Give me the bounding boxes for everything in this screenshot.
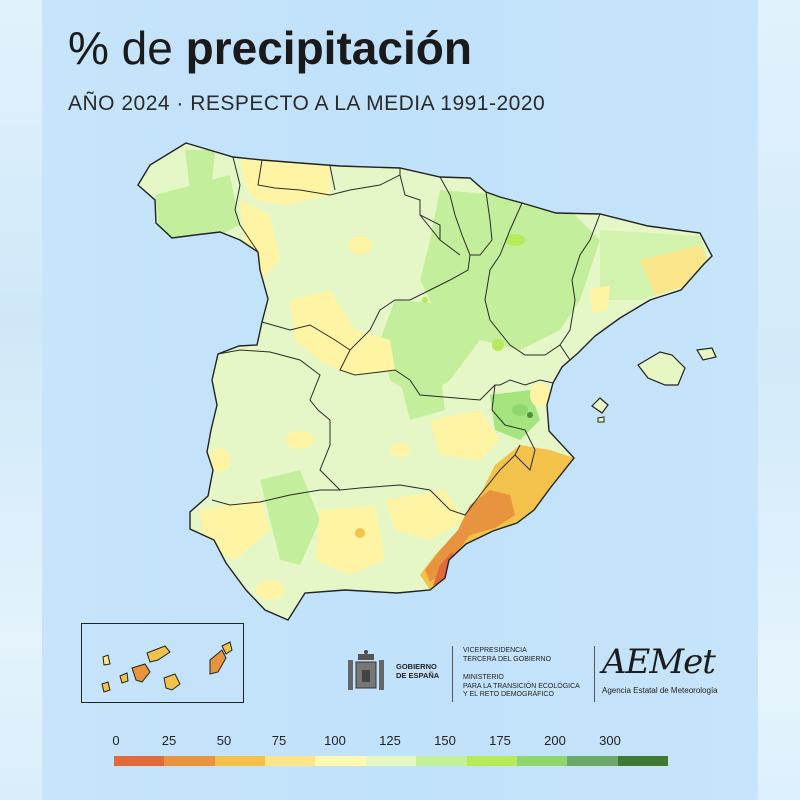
legend-color-segment (365, 756, 417, 766)
mini-line-1: MINISTERIO (463, 674, 504, 681)
ministerio-text: MINISTERIO PARA LA TRANSICIÓN ECOLÓGICA … (463, 674, 580, 700)
mini-line-2: PARA LA TRANSICIÓN ECOLÓGICA (463, 682, 580, 690)
page-subtitle: AÑO 2024 · RESPECTO A LA MEDIA 1991-2020 (68, 92, 546, 115)
legend-label: 75 (271, 733, 287, 748)
logo-separator-2 (594, 646, 595, 702)
left-background-panel (0, 0, 42, 800)
legend-color-segment (214, 756, 266, 766)
legend-color-segment (315, 756, 366, 766)
legend-label: 0 (112, 733, 120, 748)
legend-color-segment (114, 756, 165, 766)
title-prefix: % de (68, 22, 186, 74)
aemet-logo: AEMet (602, 642, 716, 682)
legend-color-segment (516, 756, 568, 766)
legend-label: 125 (379, 733, 401, 748)
legend-label: 175 (489, 733, 511, 748)
region-borders (211, 156, 601, 516)
vice-line-1: VICEPRESIDENCIA (463, 647, 527, 654)
legend-color-bar (114, 756, 668, 766)
right-background-panel (758, 0, 800, 800)
aemet-subtitle: Agencia Estatal de Meteorología (602, 686, 718, 695)
legend-color-segment (265, 756, 316, 766)
legend-labels: 0 25 50 75 100 125 150 175 200 300 (0, 733, 800, 753)
legend-label: 300 (599, 733, 621, 748)
legend-color-segment (164, 756, 215, 766)
mini-line-3: Y EL RETO DEMOGRÁFICO (463, 691, 554, 698)
institution-logos: GOBIERNO DE ESPAÑA VICEPRESIDENCIA TERCE… (340, 640, 720, 710)
legend-color-segment (617, 756, 668, 766)
legend-label: 50 (216, 733, 232, 748)
logo-separator (452, 646, 453, 702)
gobierno-text: GOBIERNO DE ESPAÑA (396, 662, 439, 680)
balearic-islands (591, 347, 717, 423)
page-title: % de precipitación (68, 18, 472, 78)
legend-label: 25 (161, 733, 177, 748)
legend-label: 150 (434, 733, 456, 748)
gobierno-line-2: DE ESPAÑA (396, 671, 440, 680)
vice-line-2: TERCERA DEL GOBIERNO (463, 655, 552, 663)
legend-label: 100 (324, 733, 346, 748)
title-bold: precipitación (185, 22, 472, 74)
canary-islands-inset (81, 623, 244, 703)
canary-islands (101, 641, 233, 693)
vicepresidencia-text: VICEPRESIDENCIA TERCERA DEL GOBIERNO (463, 647, 551, 664)
gobierno-line-1: GOBIERNO (396, 662, 437, 671)
spain-crest-icon (348, 650, 384, 690)
legend-color-segment (567, 756, 618, 766)
legend-label: 200 (544, 733, 566, 748)
legend-color-segment (416, 756, 467, 766)
legend-color-segment (466, 756, 517, 766)
precipitation-fill (155, 150, 708, 600)
